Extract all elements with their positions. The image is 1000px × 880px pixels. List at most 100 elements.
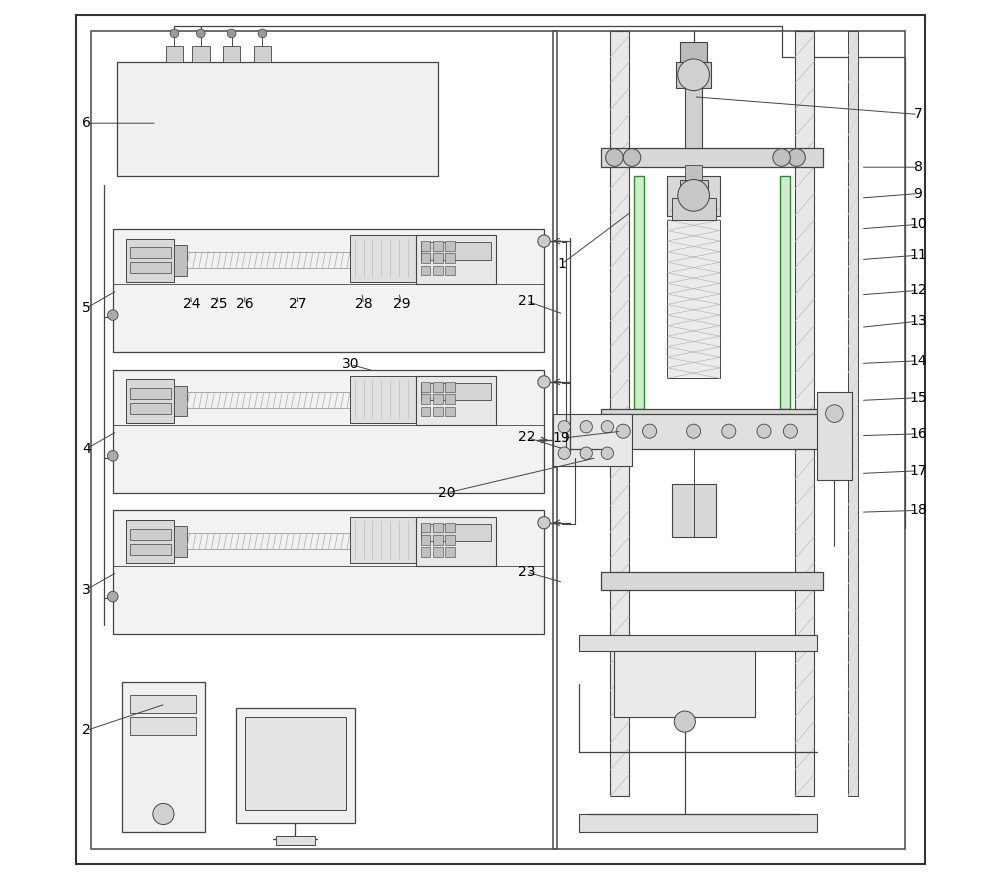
Circle shape [196, 29, 205, 38]
Circle shape [258, 29, 267, 38]
Bar [166, 46, 183, 62]
Circle shape [108, 451, 118, 461]
Bar [553, 31, 905, 849]
Bar [610, 31, 629, 796]
Text: 28: 28 [355, 297, 372, 312]
Bar [350, 517, 416, 563]
Bar [601, 572, 823, 590]
Circle shape [722, 424, 736, 438]
Text: 5: 5 [82, 301, 91, 315]
Bar [433, 394, 443, 404]
Bar [254, 46, 271, 62]
Bar [421, 382, 430, 392]
Bar [130, 403, 171, 414]
Text: 29: 29 [393, 297, 410, 312]
Text: 10: 10 [909, 217, 927, 231]
Circle shape [606, 149, 623, 166]
Circle shape [678, 59, 709, 91]
Bar [795, 31, 814, 796]
Bar [421, 547, 430, 557]
Bar [445, 407, 455, 416]
Bar [421, 383, 491, 400]
Circle shape [773, 149, 790, 166]
Bar [350, 235, 416, 282]
Bar [433, 241, 443, 251]
Circle shape [580, 421, 592, 433]
Bar [680, 180, 708, 198]
Circle shape [170, 29, 179, 38]
Text: 15: 15 [909, 391, 927, 405]
Bar [223, 46, 240, 62]
Text: 25: 25 [210, 297, 227, 312]
Text: 17: 17 [909, 464, 927, 478]
Bar [667, 220, 720, 378]
Bar [445, 547, 455, 557]
Bar [433, 407, 443, 416]
Text: 6: 6 [82, 116, 91, 130]
Text: 4: 4 [82, 442, 91, 456]
Bar [445, 394, 455, 404]
Bar [817, 392, 852, 480]
Bar [117, 62, 438, 176]
Text: 19: 19 [553, 431, 570, 445]
Bar [445, 535, 455, 545]
Bar [113, 229, 544, 352]
Circle shape [757, 424, 771, 438]
Bar [421, 523, 430, 532]
Bar [676, 62, 711, 88]
Bar [601, 148, 823, 167]
Bar [421, 242, 491, 260]
Bar [445, 266, 455, 275]
Circle shape [153, 803, 174, 825]
Text: 3: 3 [82, 583, 91, 597]
Text: 1: 1 [557, 257, 566, 271]
Bar [174, 526, 187, 557]
Bar [672, 484, 716, 537]
Bar [122, 682, 205, 832]
Circle shape [623, 149, 641, 166]
Bar [433, 523, 443, 532]
Bar [416, 517, 496, 566]
Text: 20: 20 [438, 486, 456, 500]
Circle shape [538, 235, 550, 247]
Text: 14: 14 [909, 354, 927, 368]
Circle shape [687, 424, 701, 438]
Bar [667, 176, 720, 216]
Circle shape [558, 447, 570, 459]
Circle shape [108, 310, 118, 320]
Text: 13: 13 [909, 314, 927, 328]
Circle shape [601, 421, 614, 433]
Bar [113, 510, 544, 634]
Circle shape [538, 376, 550, 388]
Circle shape [558, 421, 570, 433]
Bar [130, 529, 171, 539]
Circle shape [227, 29, 236, 38]
Circle shape [580, 447, 592, 459]
Text: 26: 26 [236, 297, 254, 312]
Bar [130, 544, 171, 554]
Bar [113, 370, 544, 493]
Bar [421, 407, 430, 416]
Circle shape [788, 149, 805, 166]
Bar [685, 165, 702, 180]
Bar [174, 245, 187, 275]
Bar [416, 235, 496, 284]
Bar [126, 520, 174, 563]
Bar [553, 414, 632, 466]
Text: 24: 24 [183, 297, 201, 312]
Bar [421, 253, 430, 263]
Circle shape [643, 424, 657, 438]
Bar [421, 266, 430, 275]
Circle shape [538, 517, 550, 529]
Bar [421, 535, 430, 545]
Circle shape [783, 424, 797, 438]
Bar [445, 253, 455, 263]
Bar [130, 262, 171, 273]
Bar [433, 266, 443, 275]
Bar [780, 176, 790, 409]
Bar [433, 547, 443, 557]
Bar [672, 198, 716, 220]
Bar [126, 238, 174, 282]
Text: 9: 9 [914, 187, 922, 201]
Bar [416, 376, 496, 425]
